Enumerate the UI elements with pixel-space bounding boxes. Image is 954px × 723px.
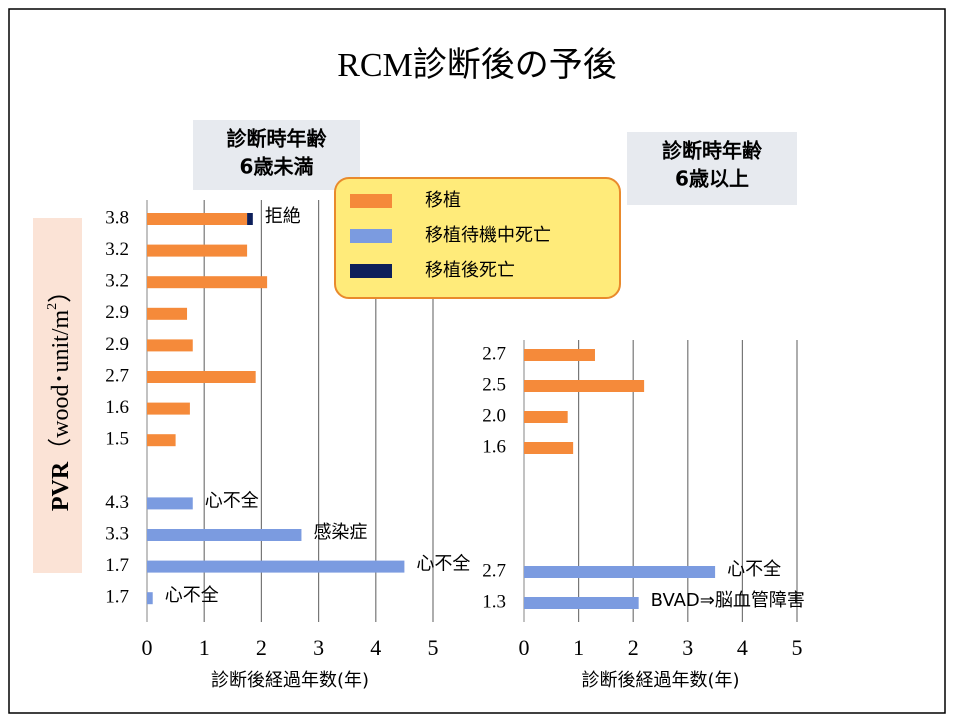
x-tick-label: 2 [256,635,267,660]
ylabel-box [33,218,82,573]
y-tick-label: 1.7 [105,555,129,576]
legend-swatch [350,264,392,278]
x-tick-label: 4 [370,635,381,660]
y-axis-label: PVR（wood･unit/m2） [45,279,73,511]
bar [147,307,188,320]
chart: 診断時年齢 6歳未満 0 1 2 3 4 5 診断後経過年数(年) 3.8 拒絶 3.2 3.2 2.9 2… [105,120,470,691]
charts: 診断時年齢 6歳未満 0 1 2 3 4 5 診断後経過年数(年) 3.8 拒絶 3.2 3.2 2.9 2… [105,120,805,691]
bar [147,213,248,225]
x-tick-label: 5 [792,635,803,660]
annotation: 心不全 [416,554,470,575]
ylabel-sup: 2 [45,303,60,310]
subtitle: 診断時年齢 [227,127,328,151]
x-tick-label: 1 [573,635,584,660]
y-tick-label: 2.5 [482,374,506,395]
x-tick-label: 0 [519,635,530,660]
subtitle: 6歳以上 [675,167,749,191]
x-tick-label: 1 [199,635,210,660]
annotation: 感染症 [313,522,367,543]
bar [524,349,595,361]
bar [247,213,253,225]
y-tick-label: 2.0 [482,405,506,426]
annotation: 心不全 [205,490,259,511]
bar [147,592,153,605]
bar [147,402,190,415]
y-tick-label: 2.7 [482,560,506,581]
slide-title: RCM診断後の予後 [337,46,617,84]
bar [524,442,574,454]
y-tick-label: 2.9 [105,302,129,323]
legend-box [334,177,621,299]
bar [147,529,302,541]
x-axis-label: 診断後経過年数(年) [581,670,739,691]
y-tick-label: 1.3 [482,591,506,612]
y-tick-label: 3.8 [105,207,129,228]
y-tick-label: 3.2 [105,239,129,260]
subtitle-box [193,120,360,190]
ylabel-close: ） [48,279,74,303]
annotation: 心不全 [165,585,219,606]
bar [147,244,248,257]
bar [147,560,405,573]
legend-label: 移植待機中死亡 [425,225,551,246]
x-tick-label: 0 [142,635,153,660]
x-axis-label: 診断後経過年数(年) [211,670,369,691]
x-tick-label: 2 [628,635,639,660]
bar [147,371,256,383]
y-tick-label: 1.6 [105,397,129,418]
slide-frame [8,8,946,714]
y-tick-label: 2.7 [482,343,506,364]
x-tick-label: 4 [737,635,748,660]
y-tick-label: 4.3 [105,492,129,513]
y-tick-label: 3.3 [105,523,129,544]
y-tick-label: 3.2 [105,271,129,292]
bar [524,566,716,578]
bar [147,276,268,289]
chart: 診断時年齢 6歳以上 0 1 2 3 4 5 診断後経過年数(年) 2.7 2.5 2.0 1.6 2.7… [482,132,805,691]
annotation: 拒絶 [265,206,301,227]
bar [147,339,193,352]
y-tick-label: 1.7 [105,587,129,608]
legend-swatch [350,229,392,243]
bar [524,411,568,423]
legend-label: 移植後死亡 [425,260,515,281]
ylabel-main: PVR [48,461,74,511]
subtitle-box [627,132,797,205]
x-tick-label: 3 [682,635,693,660]
subtitle: 診断時年齢 [662,139,763,163]
y-tick-label: 1.6 [482,436,506,457]
bar [147,497,193,510]
ylabel-unit: （wood･unit/m [48,310,74,462]
annotation: 心不全 [727,559,781,580]
x-tick-label: 3 [313,635,324,660]
y-tick-label: 2.9 [105,334,129,355]
legend-swatch [350,194,392,208]
legend-label: 移植 [425,190,461,211]
subtitle: 6歳未満 [240,155,314,179]
bar [147,434,176,447]
bar [524,597,639,609]
bar [524,380,645,392]
y-tick-label: 2.7 [105,365,129,386]
y-tick-label: 1.5 [105,429,129,450]
x-tick-label: 5 [428,635,439,660]
annotation: BVAD⇒脳血管障害 [651,590,805,611]
